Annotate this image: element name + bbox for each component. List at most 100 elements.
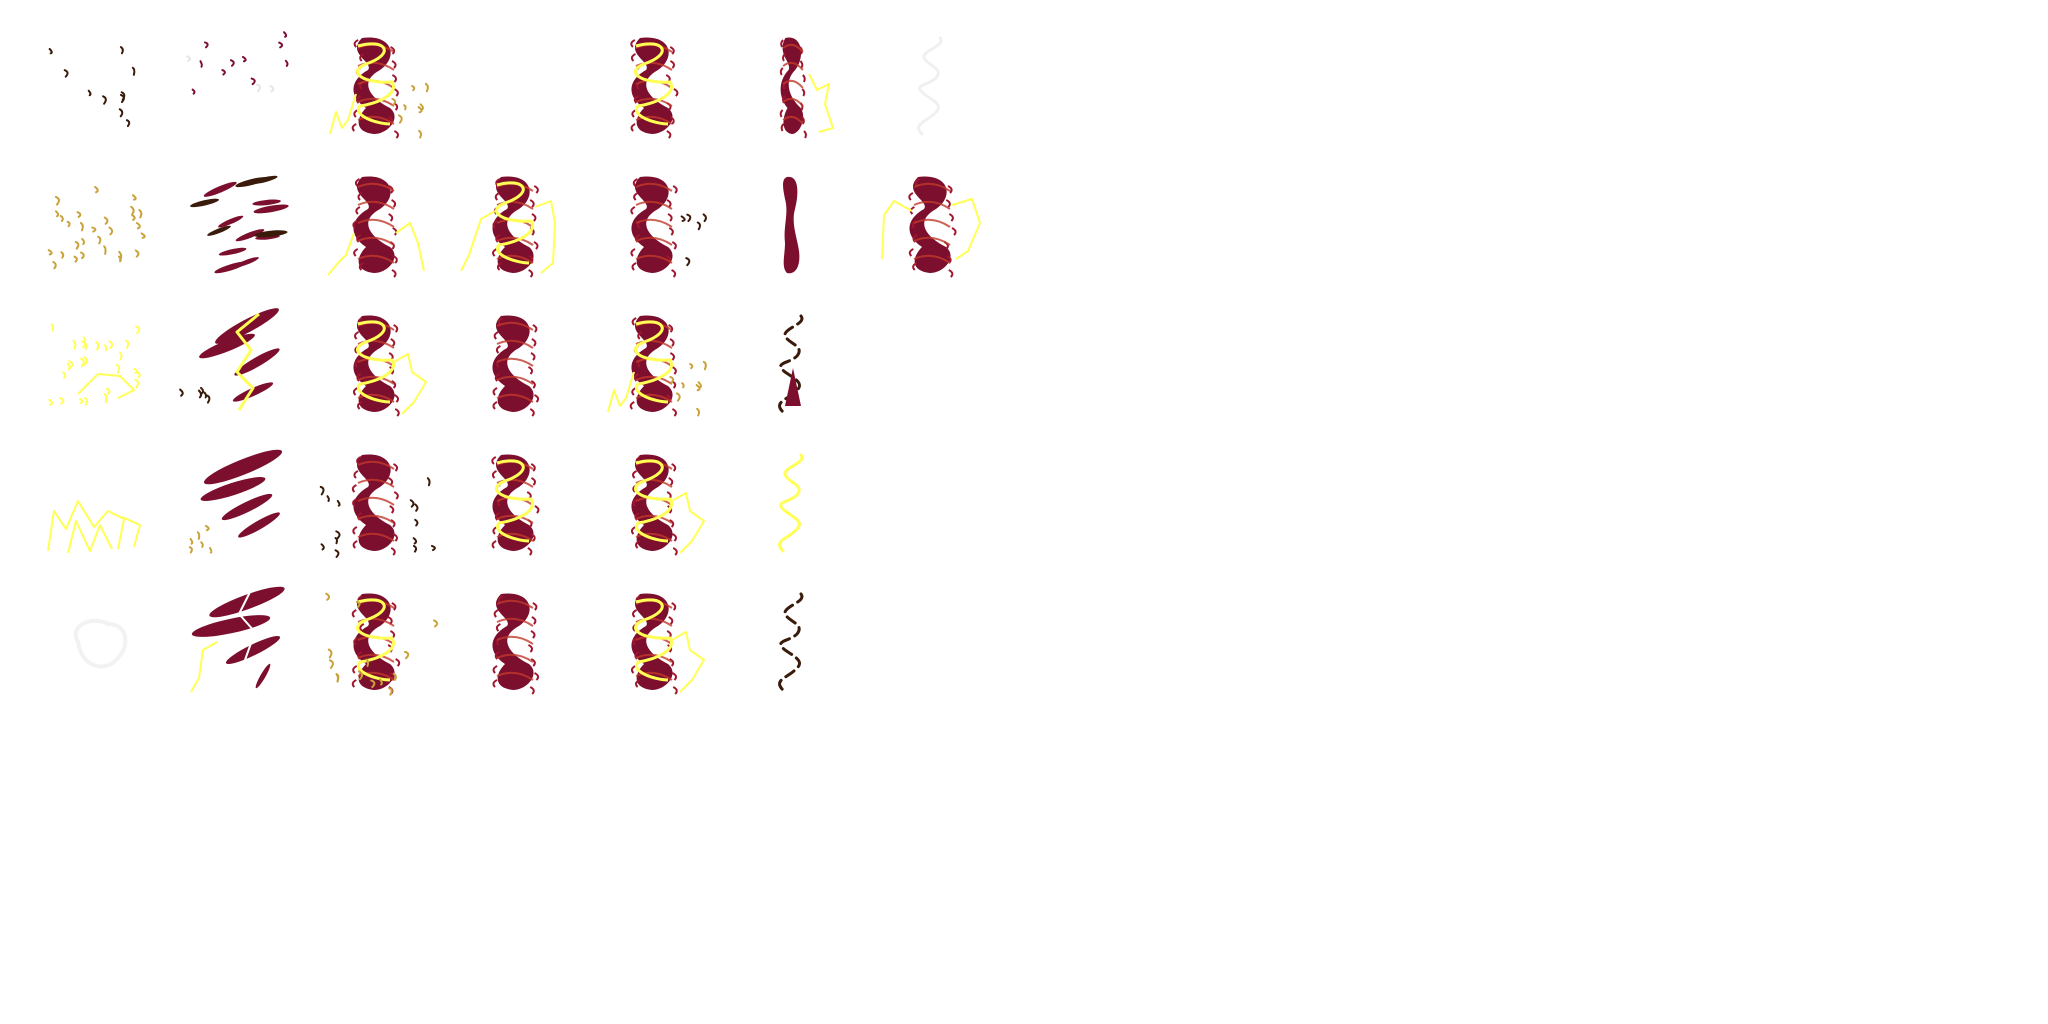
frame-sprite [630, 593, 705, 695]
vortex-stripe [357, 460, 395, 470]
speck [125, 119, 131, 128]
frame-r1-c2 [316, 163, 436, 283]
vortex-edge [492, 387, 498, 396]
blade-shard [254, 230, 288, 238]
speck [73, 255, 78, 263]
speck [118, 351, 123, 361]
vortex-edge [632, 637, 638, 646]
vortex-edge [673, 88, 679, 97]
frame-sprite [491, 454, 540, 556]
vortex-edge [630, 206, 636, 215]
frame-r3-c0 [38, 441, 158, 561]
vortex-edge [671, 463, 677, 472]
frame-r1-c3 [455, 163, 575, 283]
vortex-edge [668, 324, 674, 333]
speck [134, 378, 140, 389]
frame-sprite [492, 593, 540, 695]
vortex-edge [352, 387, 358, 396]
vortex-edge [532, 602, 538, 611]
speck [675, 392, 681, 402]
vortex-edge [531, 213, 537, 222]
vortex-stripe [635, 200, 673, 210]
vortex-edge [912, 262, 918, 271]
speck [83, 356, 88, 366]
lightning-bolt [534, 200, 556, 274]
vortex-edge [393, 394, 400, 403]
speck [189, 537, 194, 545]
frame-sprite [460, 176, 556, 278]
vortex-edge [359, 53, 365, 62]
speck [370, 679, 376, 689]
vortex-edge [494, 512, 500, 521]
frame-sprite [319, 454, 436, 558]
vortex-stripe [496, 375, 534, 385]
ghost-blob [73, 618, 128, 669]
vortex-edge [671, 408, 677, 417]
speck [689, 363, 694, 370]
speck [283, 31, 288, 38]
vortex-edge [492, 401, 498, 410]
frame-r0-c4 [594, 24, 714, 144]
swirl [778, 453, 804, 553]
vortex-stripe [635, 393, 673, 403]
vortex-stripe [496, 339, 534, 349]
frame-sprite [607, 315, 707, 417]
lightning-wrap [634, 598, 674, 682]
vortex-edge [351, 123, 357, 132]
lightning-wrap [356, 320, 396, 404]
speck [426, 477, 431, 487]
vortex-stripe [496, 393, 534, 403]
speck [697, 381, 702, 389]
vortex-edge [668, 616, 674, 625]
vortex-edge [669, 46, 675, 55]
speck [115, 363, 121, 374]
speck [319, 485, 325, 496]
speck [388, 687, 393, 696]
speck [62, 371, 67, 379]
vortex-edge [392, 227, 398, 236]
speck [136, 371, 141, 379]
vortex-edge [668, 227, 674, 236]
vortex-edge [352, 498, 358, 507]
vortex-body [909, 176, 951, 273]
speck [191, 88, 196, 95]
blade-shard [190, 198, 219, 208]
vortex-edge [354, 178, 360, 187]
frame-r3-c5 [733, 441, 853, 561]
vortex-edge [671, 672, 678, 681]
vortex-edge [356, 456, 362, 465]
frame-r3-c1 [177, 441, 297, 561]
speck [419, 103, 424, 111]
vortex-edge [802, 74, 806, 83]
frame-sprite [352, 315, 427, 417]
speck [188, 546, 193, 554]
lightning-bolt [235, 312, 260, 411]
speck [335, 673, 340, 683]
vortex-edge [392, 533, 398, 542]
speck [325, 592, 331, 601]
vortex-edge [533, 241, 539, 250]
speck [696, 407, 701, 417]
speck [681, 382, 685, 389]
frame-sprite [188, 449, 283, 554]
speck [48, 47, 53, 55]
speck [120, 91, 126, 101]
vortex-edge [533, 185, 539, 194]
speck [278, 41, 284, 49]
vortex-edge [393, 324, 399, 333]
vortex-edge [391, 602, 397, 611]
vortex-edge [354, 359, 360, 368]
speck [83, 397, 88, 406]
vortex-edge [491, 456, 497, 465]
vortex-stripe [357, 514, 395, 524]
frame-sprite [783, 176, 800, 274]
speck [60, 251, 65, 259]
blade-shard [215, 308, 279, 344]
vortex-edge [630, 123, 636, 132]
vortex-edge [630, 526, 636, 535]
speck [108, 340, 114, 349]
vortex-edge [355, 95, 362, 104]
frame-r0-c2 [316, 24, 436, 144]
speck [54, 210, 60, 218]
blade-shard [200, 476, 266, 502]
